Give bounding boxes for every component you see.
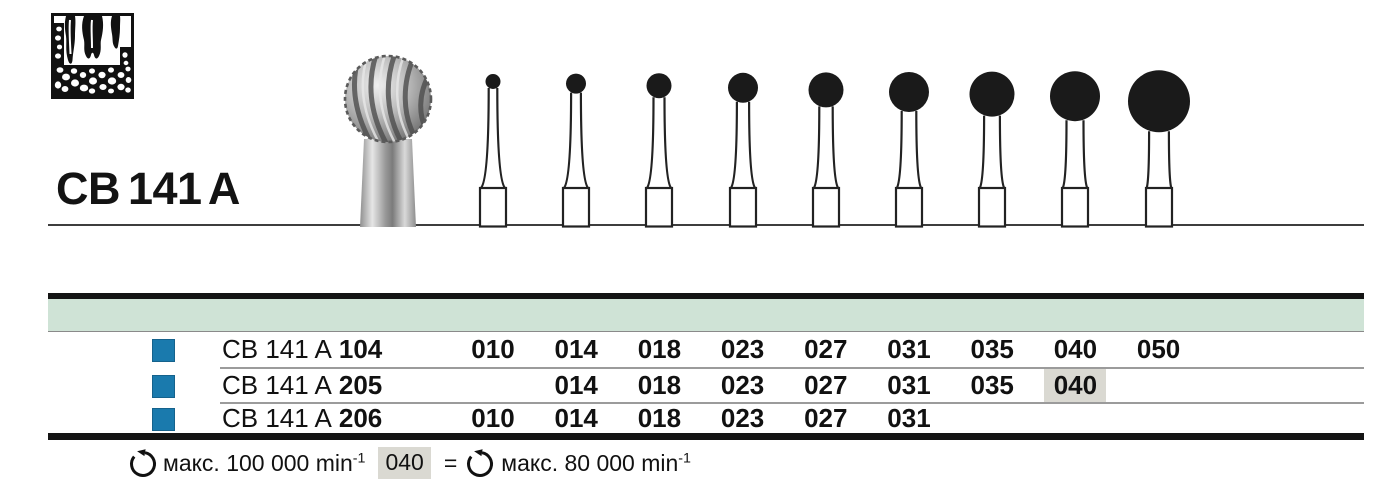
size-cell: 031 bbox=[887, 369, 931, 400]
size-cell: 035 bbox=[970, 334, 1014, 364]
size-cell: 014 bbox=[554, 403, 598, 433]
size-cell: 018 bbox=[637, 334, 682, 364]
tooth-in-bone-icon bbox=[51, 13, 134, 99]
size-cell: 027 bbox=[804, 334, 848, 364]
table-top-bar bbox=[48, 293, 1364, 299]
series-marker bbox=[152, 374, 175, 398]
baseline-rule bbox=[48, 224, 1364, 227]
speed-legend: макс. 100 000 min-1 040 = макс. 80 000 m… bbox=[127, 446, 691, 480]
size-cell: 040 bbox=[1053, 369, 1098, 400]
series-marker bbox=[152, 339, 175, 362]
size-cell: 014 bbox=[554, 334, 598, 364]
highlight-box bbox=[1044, 368, 1107, 402]
bur-size-figure-050 bbox=[1127, 70, 1190, 228]
row-label: CB 141 A 206 bbox=[222, 403, 382, 433]
table-bottom-bar bbox=[48, 433, 1364, 440]
row-separator bbox=[220, 402, 1364, 404]
bur-size-figure-023 bbox=[727, 72, 758, 228]
equals-sign: = bbox=[443, 449, 458, 476]
size-cell: 023 bbox=[720, 403, 765, 433]
max-speed-label-2: макс. 80 000 min-1 bbox=[501, 449, 691, 476]
rotation-speed-icon bbox=[130, 449, 156, 477]
max-speed-label-1: макс. 100 000 min-1 bbox=[163, 449, 366, 476]
bur-size-figure-014 bbox=[562, 73, 591, 228]
series-name: CB 141 A bbox=[222, 403, 332, 433]
type-code: 206 bbox=[338, 403, 383, 433]
series-marker bbox=[152, 407, 175, 431]
size-cell: 010 bbox=[471, 403, 515, 433]
series-name: CB 141 A bbox=[222, 369, 332, 400]
size-cell: 031 bbox=[887, 334, 931, 364]
size-cell: 014 bbox=[554, 369, 598, 400]
type-code: 205 bbox=[338, 369, 383, 400]
type-code: 104 bbox=[338, 334, 383, 364]
rotation-speed-icon bbox=[467, 449, 494, 477]
row-label: CB 141 A 205 bbox=[222, 369, 382, 403]
size-cell: 010 bbox=[471, 334, 515, 364]
bur-size-figure-031 bbox=[889, 72, 929, 228]
round-carbide-bur-photo bbox=[343, 54, 433, 227]
table-header-underline bbox=[48, 330, 1364, 333]
row-separator bbox=[220, 367, 1364, 369]
size-cell: 018 bbox=[637, 403, 682, 433]
size-cell: 050 bbox=[1136, 334, 1181, 364]
series-name: CB 141 A bbox=[222, 334, 332, 364]
page-title: CB 141 A bbox=[56, 163, 240, 214]
bur-size-figure-040 bbox=[1050, 71, 1101, 228]
bur-size-figure-027 bbox=[808, 72, 844, 228]
size-cell: 027 bbox=[804, 369, 848, 400]
bur-size-figure-018 bbox=[645, 73, 674, 228]
size-cell: 018 bbox=[637, 369, 682, 400]
highlighted-size-badge: 040 bbox=[378, 447, 431, 479]
size-cell: 023 bbox=[720, 334, 765, 364]
size-cell: 040 bbox=[1053, 334, 1098, 364]
row-label: CB 141 A 104 bbox=[222, 332, 382, 367]
size-cell: 023 bbox=[720, 369, 765, 400]
bur-size-figure-035 bbox=[969, 71, 1015, 228]
size-cell: 027 bbox=[804, 403, 848, 433]
size-cell: 031 bbox=[887, 403, 931, 433]
table-header-band bbox=[48, 299, 1364, 331]
size-cell: 035 bbox=[970, 369, 1014, 400]
bur-size-figure-010 bbox=[478, 74, 508, 228]
